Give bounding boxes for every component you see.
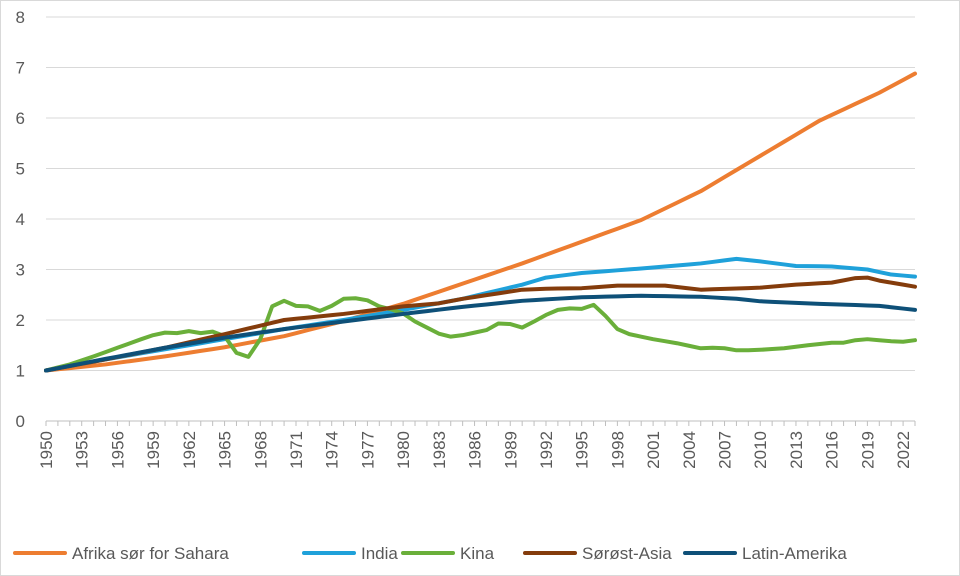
x-tick-label: 1980 [394,431,413,469]
y-tick-label: 3 [16,261,25,280]
x-tick-label: 2001 [644,431,663,469]
legend-label-kina: Kina [460,544,495,563]
legend-label-latin-amerika: Latin-Amerika [742,544,847,563]
y-tick-label: 6 [16,109,25,128]
x-tick-label: 1989 [501,431,520,469]
x-tick-label: 2019 [858,431,877,469]
x-tick-label: 2007 [716,431,735,469]
y-tick-label: 0 [16,412,25,431]
legend-label-s-r-st-asia: Sørøst-Asia [582,544,672,563]
y-tick-label: 8 [16,8,25,27]
x-tick-label: 2010 [751,431,770,469]
x-tick-label: 1950 [37,431,56,469]
x-tick-label: 1959 [144,431,163,469]
x-tick-label: 2016 [823,431,842,469]
x-tick-label: 1962 [180,431,199,469]
x-tick-label: 2022 [894,431,913,469]
series-line-kina [44,296,917,373]
x-tick-label: 1965 [216,431,235,469]
y-tick-label: 4 [16,210,25,229]
y-tick-label: 5 [16,160,25,179]
x-tick-label: 1977 [358,431,377,469]
legend-label-afrika-s-r-for-sahara: Afrika sør for Sahara [72,544,229,563]
x-tick-label: 1974 [323,431,342,469]
x-tick-label: 1971 [287,431,306,469]
legend-label-india: India [361,544,398,563]
y-tick-label: 1 [16,362,25,381]
x-tick-label: 1983 [430,431,449,469]
axes: 0 1 2 3 4 5 6 7 8 1950 1953 1956 1959 1962 1965 1968 197… [16,8,916,469]
y-tick-label: 2 [16,311,25,330]
series-line-afrika-s-r-for-sahara [44,71,917,373]
x-tick-label: 1998 [608,431,627,469]
series-line-latin-amerika [44,293,917,373]
x-tick-label: 1986 [466,431,485,469]
x-tick-label: 1953 [73,431,92,469]
x-tick-label: 1956 [108,431,127,469]
x-tick-label: 1992 [537,431,556,469]
series-lines [44,71,917,373]
x-tick-label: 1995 [573,431,592,469]
x-tick-label: 2004 [680,431,699,469]
legend: Afrika sør for Sahara India Kina Sørøst-Asi… [13,544,847,563]
y-tick-label: 7 [16,59,25,78]
x-tick-label: 1968 [251,431,270,469]
gridlines [46,16,915,422]
x-tick-label: 2013 [787,431,806,469]
